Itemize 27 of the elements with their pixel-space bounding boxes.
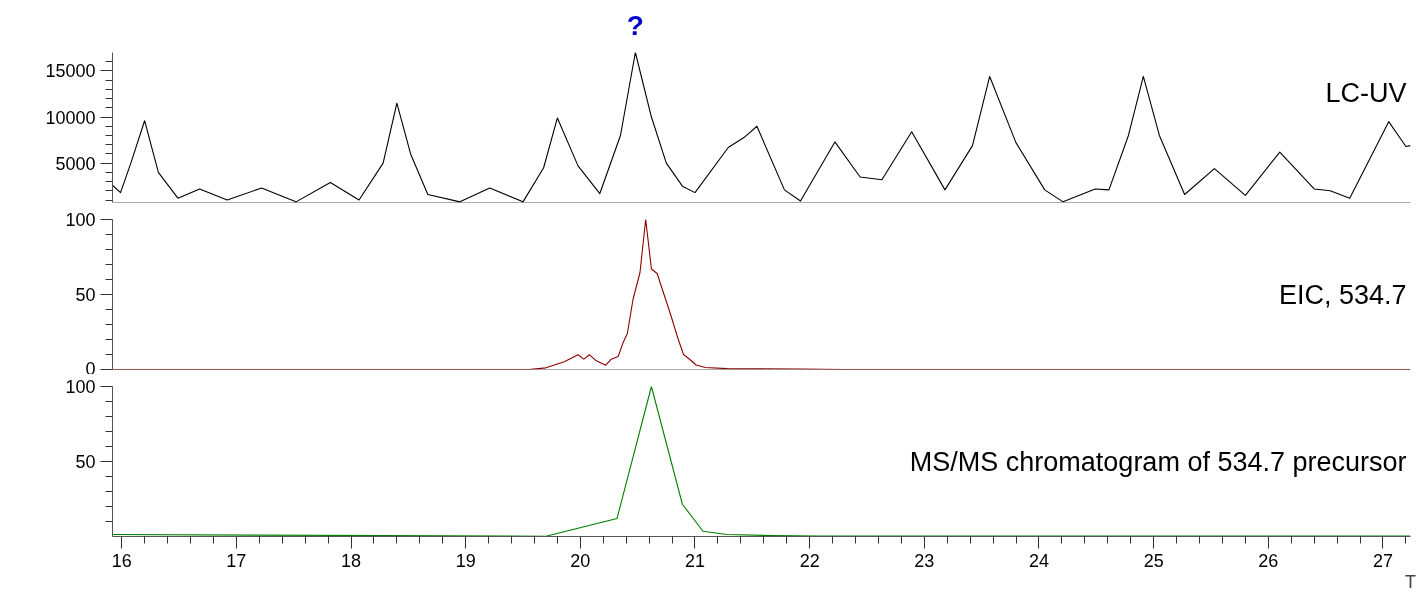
y-tick-label: 5000 xyxy=(55,153,96,174)
x-tick-label: 23 xyxy=(914,550,935,571)
x-tick-label: 17 xyxy=(226,550,247,571)
x-tick-label: 22 xyxy=(799,550,820,571)
x-tick-label: 20 xyxy=(570,550,591,571)
text: MS/MS chromatogram of 534.7 precursor xyxy=(909,446,1407,477)
x-tick-label: 19 xyxy=(455,550,476,571)
x-tick-label: 27 xyxy=(1372,550,1393,571)
x-tick-label: 16 xyxy=(111,550,132,571)
x-tick-label: 26 xyxy=(1258,550,1279,571)
x-tick-label: 18 xyxy=(340,550,362,571)
x-axis-title: T xyxy=(1405,571,1416,592)
annotation: ? xyxy=(626,9,644,41)
line-series xyxy=(112,386,1411,537)
text: EIC, 534.7 xyxy=(1278,279,1407,310)
y-tick-label: 50 xyxy=(75,285,96,305)
y-tick-label: 50 xyxy=(75,452,96,472)
x-tick-label: 21 xyxy=(684,550,706,571)
y-tick-label: 10000 xyxy=(45,107,96,128)
y-tick-label: 100 xyxy=(65,210,96,230)
x-tick-label: 25 xyxy=(1143,550,1164,571)
x-tick-label: 24 xyxy=(1028,550,1050,571)
y-tick-label: 0 xyxy=(85,358,96,379)
line-series xyxy=(112,52,1411,203)
series-label: LC-UV xyxy=(1325,77,1407,108)
y-tick-label: 100 xyxy=(65,377,96,397)
y-tick-label: 15000 xyxy=(45,61,96,82)
